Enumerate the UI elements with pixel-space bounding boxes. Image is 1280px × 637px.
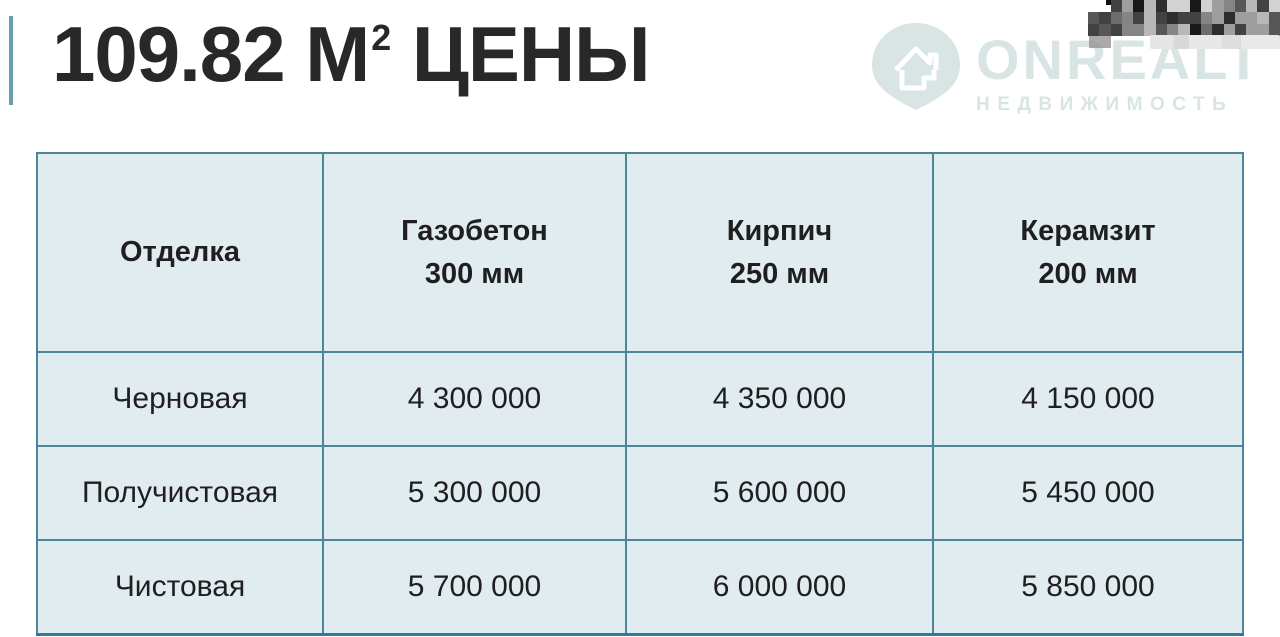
censor-pixel — [1223, 0, 1235, 12]
censor-pixel — [1088, 0, 1099, 12]
censor-pixel — [1155, 0, 1168, 12]
censor-pixel — [1246, 12, 1258, 24]
censor-pixel — [1178, 24, 1190, 36]
censor-pixel — [1212, 12, 1224, 24]
censor-pixel — [1110, 12, 1122, 24]
censor-pixel — [1144, 0, 1156, 12]
censor-pixel — [1133, 24, 1145, 36]
censor-pixel — [1189, 12, 1201, 24]
column-material: Газобетон — [401, 215, 548, 248]
price-table: Отделка Газобетон 300 мм Кирпич 250 мм К… — [36, 152, 1244, 636]
column-header-cell: Газобетон 300 мм — [322, 152, 627, 353]
censor-pixel — [1167, 0, 1179, 12]
censor-pixel — [1110, 0, 1122, 12]
page-title: 109.82 М2 ЦЕНЫ — [52, 13, 651, 96]
censor-pixel — [1110, 24, 1122, 36]
table-row: Чистовая 5 700 000 6 000 000 5 850 000 — [36, 539, 1244, 635]
censor-pixel — [1121, 24, 1134, 36]
censor-pixel — [1133, 12, 1145, 24]
censor-pixel — [1200, 0, 1213, 12]
price-cell: 5 600 000 — [625, 445, 934, 541]
price-cell: 5 700 000 — [322, 539, 627, 635]
title-superscript: 2 — [371, 18, 392, 59]
column-material: Кирпич — [726, 215, 833, 248]
censor-pixel — [1212, 0, 1224, 12]
censor-pixel — [1223, 12, 1235, 24]
censor-pixel — [1246, 0, 1258, 12]
censor-pixel — [1144, 12, 1156, 24]
price-cell: 4 350 000 — [625, 351, 934, 447]
censor-pixel — [1144, 24, 1156, 36]
house-pin-icon — [868, 20, 964, 112]
censor-pixel — [1268, 12, 1280, 24]
column-thickness: 250 мм — [729, 257, 830, 290]
row-label-cell: Получистовая — [36, 445, 324, 541]
censor-pixel — [1088, 24, 1100, 36]
title-suffix: ЦЕНЫ — [391, 10, 651, 98]
logo-subtitle: НЕДВИЖИМОСТЬ — [976, 94, 1234, 115]
price-cell: 5 850 000 — [932, 539, 1244, 635]
censor-pixel — [1167, 24, 1179, 36]
table-row: Получистовая 5 300 000 5 600 000 5 450 0… — [36, 445, 1244, 541]
censor-pixel — [1234, 12, 1247, 24]
price-cell: 4 150 000 — [932, 351, 1244, 447]
censor-pixel — [1099, 0, 1110, 12]
censor-pixel — [1099, 24, 1111, 36]
censor-pixel — [1257, 12, 1269, 24]
censor-pixel — [1189, 0, 1201, 12]
censor-pixel — [1088, 12, 1100, 24]
column-material: Керамзит — [1020, 215, 1156, 248]
price-cell: 5 300 000 — [322, 445, 627, 541]
censor-pixel — [1223, 24, 1235, 36]
title-prefix: 109.82 М — [52, 10, 370, 98]
censor-pixel — [1189, 24, 1201, 36]
censor-pixel — [1257, 24, 1269, 36]
censor-pixel — [1234, 0, 1247, 12]
censor-pixel — [1268, 0, 1280, 12]
accent-bar — [9, 16, 13, 105]
censored-watermark — [1088, 0, 1280, 36]
table-header-row: Отделка Газобетон 300 мм Кирпич 250 мм К… — [36, 152, 1244, 353]
censor-pixel — [1178, 12, 1190, 24]
censor-pixel — [1200, 24, 1213, 36]
censored-watermark-tail — [1089, 36, 1111, 48]
column-header-cell: Керамзит 200 мм — [932, 152, 1244, 353]
censor-pixel — [1121, 12, 1134, 24]
censored-watermark-light-strip — [1150, 35, 1280, 49]
censor-pixel — [1200, 12, 1213, 24]
table-row: Черновая 4 300 000 4 350 000 4 150 000 — [36, 351, 1244, 447]
column-thickness: 200 мм — [1038, 257, 1138, 290]
column-thickness: 300 мм — [424, 257, 525, 290]
price-cell: 5 450 000 — [932, 445, 1244, 541]
corner-header-cell: Отделка — [36, 152, 324, 353]
column-header-cell: Кирпич 250 мм — [625, 152, 934, 353]
censor-pixel — [1246, 24, 1258, 36]
censor-pixel — [1155, 24, 1168, 36]
censor-pixel — [1155, 12, 1168, 24]
censor-pixel — [1099, 12, 1111, 24]
row-label-cell: Чистовая — [36, 539, 324, 635]
censor-pixel — [1178, 0, 1190, 12]
censor-pixel — [1234, 24, 1247, 36]
price-cell: 6 000 000 — [625, 539, 934, 635]
censor-pixel — [1121, 0, 1134, 12]
censor-pixel — [1133, 0, 1145, 12]
price-cell: 4 300 000 — [322, 351, 627, 447]
censor-pixel — [1212, 24, 1224, 36]
censor-pixel — [1167, 12, 1179, 24]
censor-pixel — [1268, 24, 1280, 36]
censor-pixel — [1257, 0, 1269, 12]
row-label-cell: Черновая — [36, 351, 324, 447]
